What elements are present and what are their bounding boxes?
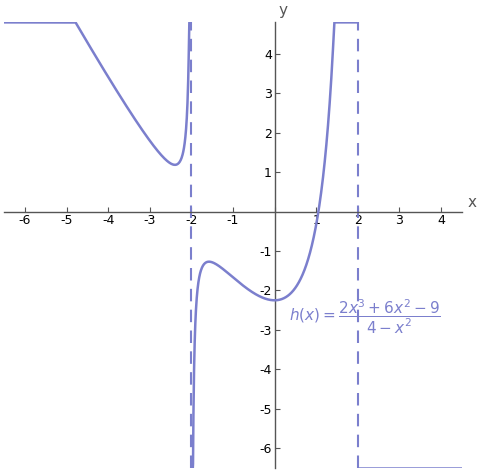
Text: $h(x) = \dfrac{2x^3 + 6x^2 - 9}{4 - x^2}$: $h(x) = \dfrac{2x^3 + 6x^2 - 9}{4 - x^2}… xyxy=(289,298,441,337)
Text: y: y xyxy=(279,3,288,18)
Text: x: x xyxy=(468,194,477,210)
